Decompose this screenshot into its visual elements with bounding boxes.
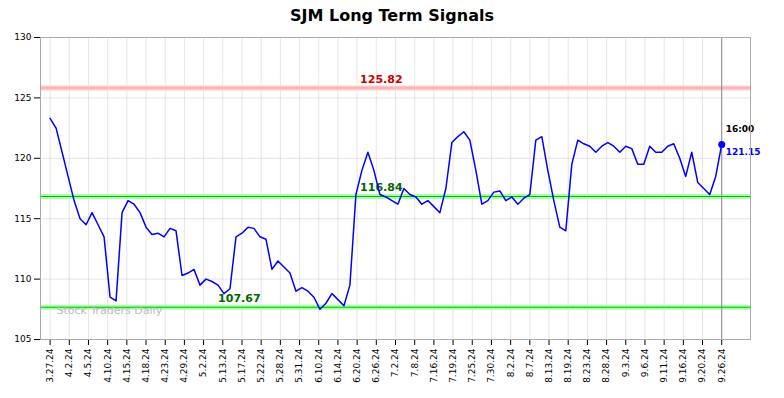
svg-text:16:00: 16:00 — [725, 124, 755, 135]
svg-text:8.7.24: 8.7.24 — [525, 348, 535, 377]
svg-text:9.3.24: 9.3.24 — [621, 348, 631, 377]
svg-text:116.84: 116.84 — [360, 181, 403, 194]
svg-text:9.11.24: 9.11.24 — [659, 348, 669, 383]
svg-text:8.2.24: 8.2.24 — [506, 348, 516, 377]
svg-text:4.15.24: 4.15.24 — [122, 348, 132, 383]
svg-text:7.30.24: 7.30.24 — [486, 348, 496, 383]
svg-text:5.28.24: 5.28.24 — [275, 348, 285, 383]
svg-text:5.17.24: 5.17.24 — [237, 348, 247, 383]
svg-text:9.26.24: 9.26.24 — [717, 348, 727, 383]
svg-text:110: 110 — [14, 274, 31, 284]
svg-text:121.15: 121.15 — [726, 147, 761, 157]
svg-text:8.19.24: 8.19.24 — [563, 348, 573, 383]
svg-text:5.2.24: 5.2.24 — [198, 348, 208, 377]
svg-text:4.18.24: 4.18.24 — [141, 348, 151, 383]
svg-text:7.8.24: 7.8.24 — [410, 348, 420, 377]
svg-text:6.14.24: 6.14.24 — [333, 348, 343, 383]
svg-text:9.16.24: 9.16.24 — [678, 348, 688, 383]
svg-text:130: 130 — [14, 32, 31, 42]
svg-text:8.23.24: 8.23.24 — [582, 348, 592, 383]
svg-text:107.67: 107.67 — [218, 291, 261, 305]
svg-text:7.16.24: 7.16.24 — [429, 348, 439, 383]
svg-text:6.20.24: 6.20.24 — [352, 348, 362, 383]
svg-text:105: 105 — [14, 334, 31, 344]
svg-text:4.29.24: 4.29.24 — [179, 348, 189, 383]
svg-text:7.2.24: 7.2.24 — [390, 348, 400, 377]
svg-text:120: 120 — [14, 153, 31, 163]
svg-text:4.10.24: 4.10.24 — [103, 348, 113, 383]
svg-text:5.22.24: 5.22.24 — [256, 348, 266, 383]
svg-text:7.19.24: 7.19.24 — [448, 348, 458, 383]
svg-text:4.2.24: 4.2.24 — [64, 348, 74, 377]
svg-text:Stock Traders Daily: Stock Traders Daily — [57, 304, 163, 317]
svg-text:5.31.24: 5.31.24 — [294, 348, 304, 383]
svg-text:125: 125 — [14, 93, 31, 103]
svg-text:125.82: 125.82 — [360, 73, 402, 86]
svg-text:4.5.24: 4.5.24 — [83, 348, 93, 377]
html-text:SJM Long Term Signals: SJM Long Term Signals — [290, 6, 494, 25]
svg-text:3.27.24: 3.27.24 — [45, 348, 55, 383]
svg-text:9.20.24: 9.20.24 — [697, 348, 707, 383]
svg-text:115: 115 — [14, 214, 31, 224]
svg-text:6.26.24: 6.26.24 — [371, 348, 381, 383]
svg-text:9.6.24: 9.6.24 — [640, 348, 650, 377]
svg-text:7.25.24: 7.25.24 — [467, 348, 477, 383]
svg-text:8.28.24: 8.28.24 — [601, 348, 611, 383]
svg-text:6.10.24: 6.10.24 — [314, 348, 324, 383]
svg-text:4.23.24: 4.23.24 — [160, 348, 170, 383]
svg-text:8.13.24: 8.13.24 — [544, 348, 554, 383]
svg-text:5.13.24: 5.13.24 — [218, 348, 228, 383]
